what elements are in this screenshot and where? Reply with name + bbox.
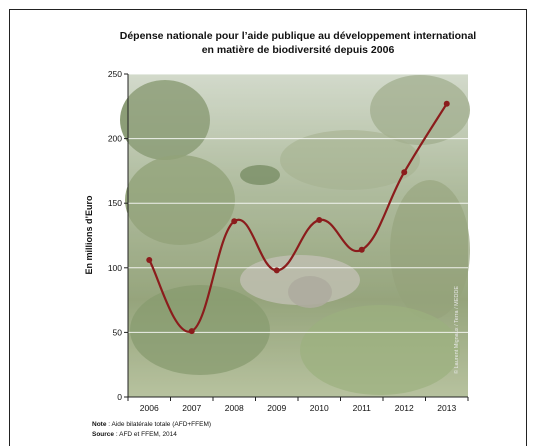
data-point xyxy=(401,169,408,176)
x-tick-label: 2008 xyxy=(225,403,244,413)
y-tick-label: 200 xyxy=(108,134,122,144)
y-tick-label: 250 xyxy=(108,69,122,79)
source-text: : AFD et FFEM, 2014 xyxy=(114,431,177,438)
x-tick-label: 2009 xyxy=(267,403,286,413)
data-point xyxy=(358,246,365,253)
x-tick-label: 2006 xyxy=(140,403,159,413)
y-tick-label: 50 xyxy=(113,327,123,337)
y-tick-label: 100 xyxy=(108,263,122,273)
source-label: Source xyxy=(92,431,115,438)
photo-credit: © Laurent Mignaux / Terra / MEDDE xyxy=(453,286,460,374)
data-point xyxy=(316,216,323,223)
footnote-source: Source : AFD et FFEM, 2014 xyxy=(92,431,177,438)
data-point xyxy=(231,218,238,225)
footnote-note: Note : Aide bilatérale totale (AFD+FFEM) xyxy=(92,421,211,428)
y-axis-ticks: 0 50 100 150 200 250 xyxy=(108,69,129,402)
y-tick-label: 0 xyxy=(117,392,122,402)
x-tick-label: 2010 xyxy=(310,403,329,413)
data-point xyxy=(273,267,280,274)
y-tick-label: 150 xyxy=(108,198,122,208)
y-axis-label: En millions d’Euro xyxy=(84,195,94,275)
note-label: Note xyxy=(92,421,107,428)
gridlines xyxy=(128,73,468,333)
chart-title-line2: en matière de biodiversité depuis 2006 xyxy=(202,44,395,56)
background-photo xyxy=(120,74,470,397)
x-axis-ticks: 2006 2007 2008 2009 2010 2011 2012 2013 xyxy=(127,396,469,413)
x-tick-label: 2012 xyxy=(395,403,414,413)
note-text: : Aide bilatérale totale (AFD+FFEM) xyxy=(106,421,212,428)
data-point xyxy=(188,328,195,335)
x-tick-label: 2011 xyxy=(353,403,372,413)
data-point xyxy=(146,257,153,264)
x-tick-label: 2013 xyxy=(437,403,456,413)
data-series xyxy=(146,100,450,335)
x-tick-label: 2007 xyxy=(182,403,201,413)
data-point xyxy=(443,100,450,107)
chart-title-line1: Dépense nationale pour l’aide publique a… xyxy=(120,30,477,42)
